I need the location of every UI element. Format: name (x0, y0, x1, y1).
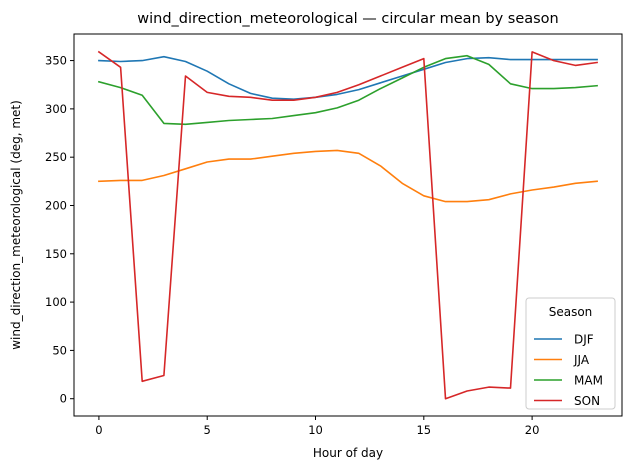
x-tick-label: 10 (308, 423, 323, 437)
plot-lines (97, 50, 598, 400)
x-tick-label: 20 (525, 423, 540, 437)
legend-title: Season (549, 305, 593, 319)
y-tick-label: 200 (45, 198, 67, 212)
y-tick-label: 350 (45, 54, 67, 68)
series-line-jja (98, 149, 598, 203)
legend-label-mam: MAM (574, 374, 603, 388)
x-tick-label: 15 (416, 423, 431, 437)
legend: Season DJF JJA MAM SON (525, 297, 616, 410)
y-tick-label: 300 (45, 102, 67, 116)
legend-label-djf: DJF (574, 333, 594, 347)
x-tick-label: 0 (95, 423, 102, 437)
series-line-mam (97, 54, 598, 126)
y-tick-label: 150 (45, 247, 67, 261)
series-line-djf (98, 55, 598, 100)
y-tick-label: 50 (52, 343, 67, 357)
y-tick-label: 0 (60, 392, 67, 406)
y-axis-label: wind_direction_meteorological (deg, met) (9, 100, 23, 350)
legend-label-jja: JJA (573, 353, 590, 367)
x-tick-label: 5 (204, 423, 211, 437)
chart-title: wind_direction_meteorological — circular… (137, 11, 559, 27)
legend-box (525, 297, 616, 410)
legend-label-son: SON (574, 394, 600, 408)
y-tick-label: 250 (45, 150, 67, 164)
plot-frame (73, 33, 623, 417)
series-line-son (97, 50, 598, 400)
x-axis-label: Hour of day (313, 446, 383, 460)
y-tick-label: 100 (45, 295, 67, 309)
